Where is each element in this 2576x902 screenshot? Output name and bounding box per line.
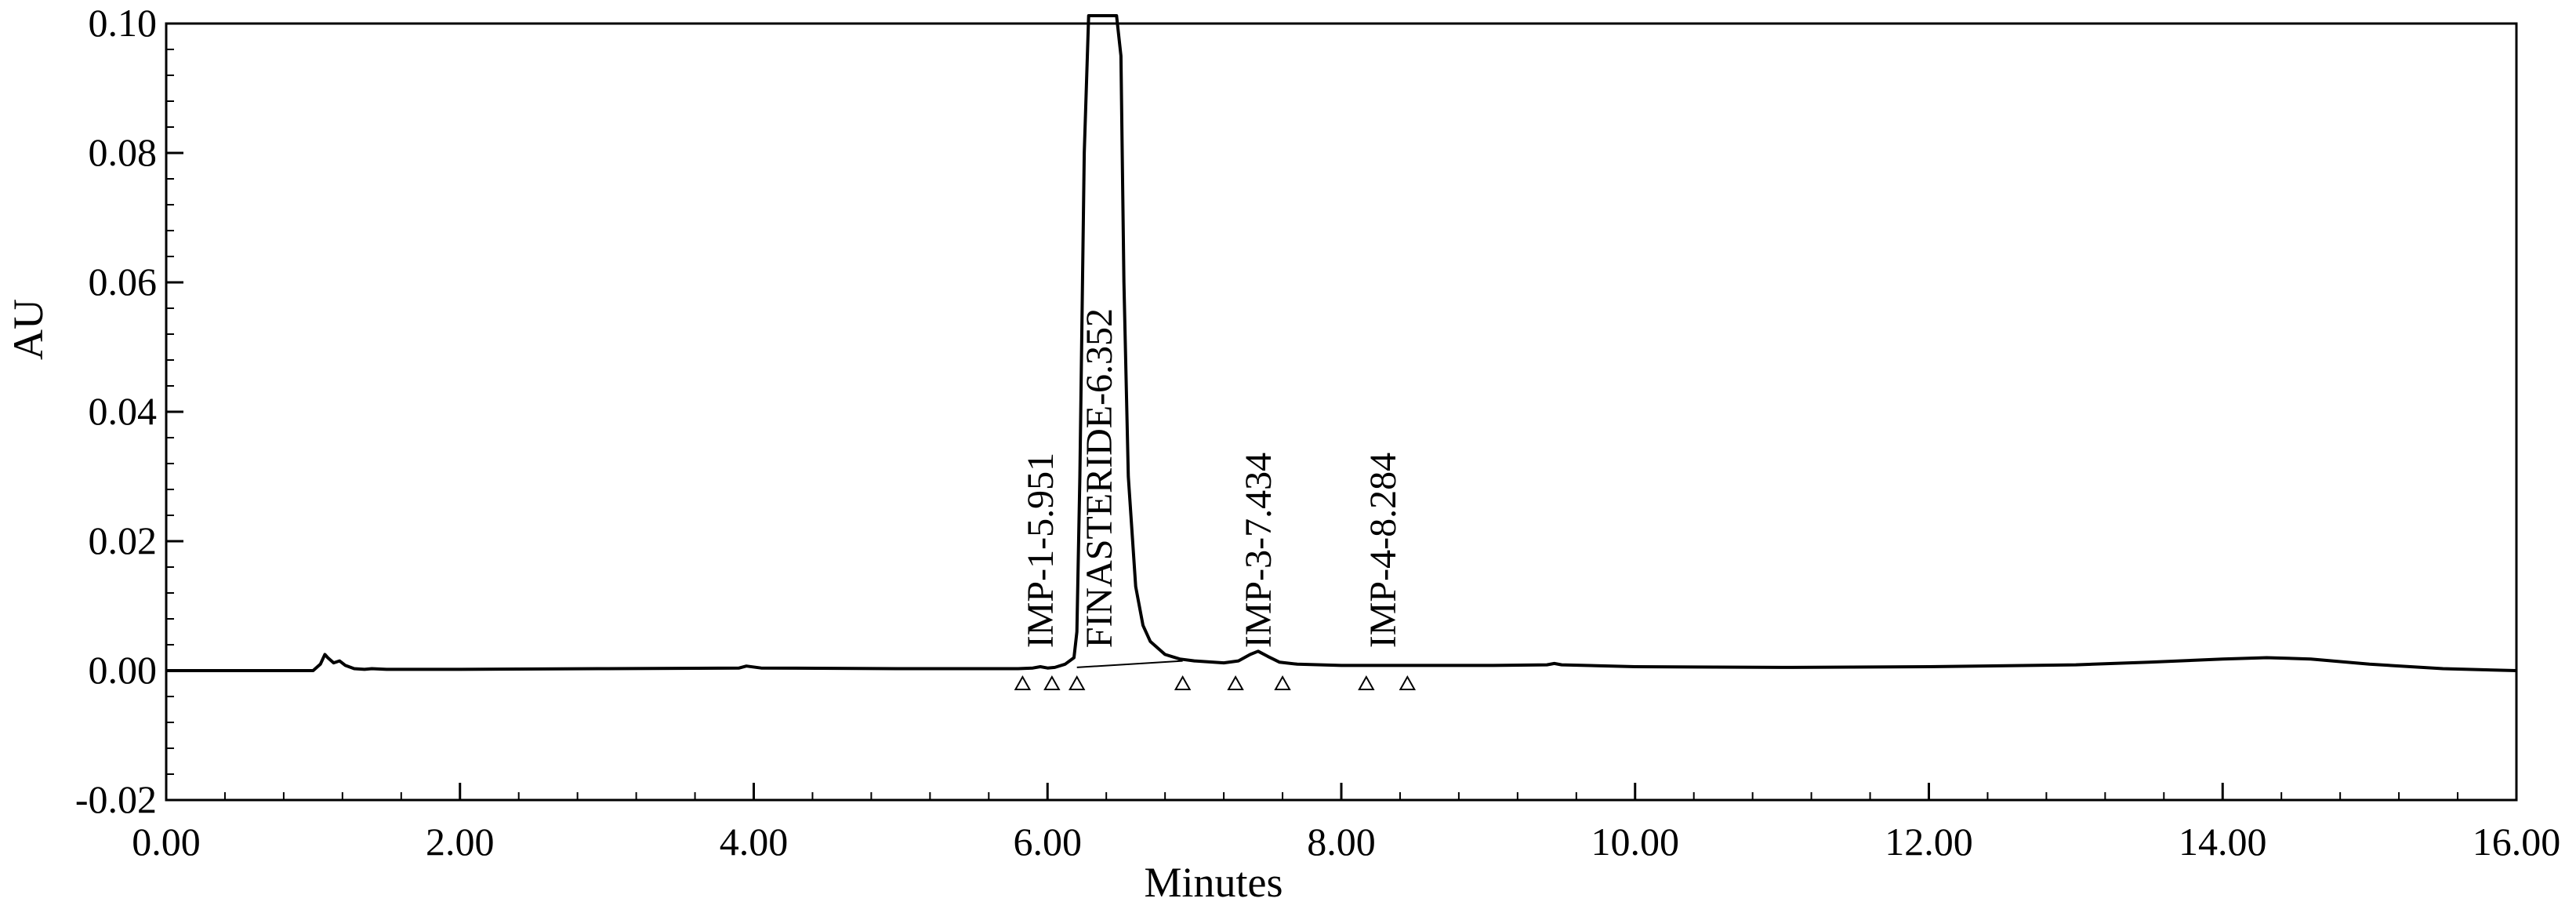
x-axis-ticks: 0.00 2.00 4.00 6.00 8.00 10.00 12.00 14.00 16.00	[132, 783, 2560, 864]
peak-label: IMP-3-7.434	[1238, 453, 1279, 648]
peak-label: IMP-4-8.284	[1362, 453, 1404, 648]
y-tick-label: 0.06	[89, 260, 158, 304]
integration-marker	[1014, 675, 1032, 690]
x-tick-label: 10.00	[1591, 820, 1680, 864]
x-axis-title: Minutes	[1144, 859, 1283, 902]
y-tick-label: -0.02	[75, 777, 157, 821]
y-tick-label: 0.02	[89, 518, 158, 562]
integration-marker	[1043, 675, 1061, 690]
x-tick-label: 4.00	[720, 820, 789, 864]
chromatogram-trace	[166, 14, 2517, 672]
y-tick-label: 0.04	[89, 389, 158, 433]
integration-marker	[1068, 675, 1086, 690]
peak-label: FINASTERIDE-6.352	[1079, 308, 1120, 648]
x-tick-label: 6.00	[1014, 820, 1083, 864]
plot-frame	[165, 22, 2518, 802]
integration-marker	[1227, 675, 1244, 690]
integration-marker	[1399, 675, 1417, 690]
y-axis-ticks: -0.02 0.00 0.02 0.04 0.06 0.08 0.10	[75, 1, 183, 821]
integration-baseline	[1076, 660, 1183, 668]
y-axis-title: AU	[5, 299, 52, 360]
x-tick-label: 0.00	[132, 820, 201, 864]
x-tick-label: 12.00	[1885, 820, 1973, 864]
x-tick-label: 16.00	[2473, 820, 2561, 864]
y-tick-label: 0.00	[89, 648, 158, 692]
y-tick-label: 0.08	[89, 130, 158, 174]
x-tick-label: 2.00	[426, 820, 495, 864]
peak-labels: IMP-1-5.951 FINASTERIDE-6.352 IMP-3-7.434 I…	[1020, 308, 1404, 648]
x-tick-label: 14.00	[2179, 820, 2267, 864]
peak-label: IMP-1-5.951	[1020, 453, 1061, 648]
integration-marker	[1274, 675, 1291, 690]
y-tick-label: 0.10	[89, 1, 158, 45]
integration-marker	[1174, 675, 1192, 690]
x-tick-label: 8.00	[1307, 820, 1376, 864]
integration-marker	[1358, 675, 1375, 690]
integration-markers	[1014, 675, 1417, 690]
